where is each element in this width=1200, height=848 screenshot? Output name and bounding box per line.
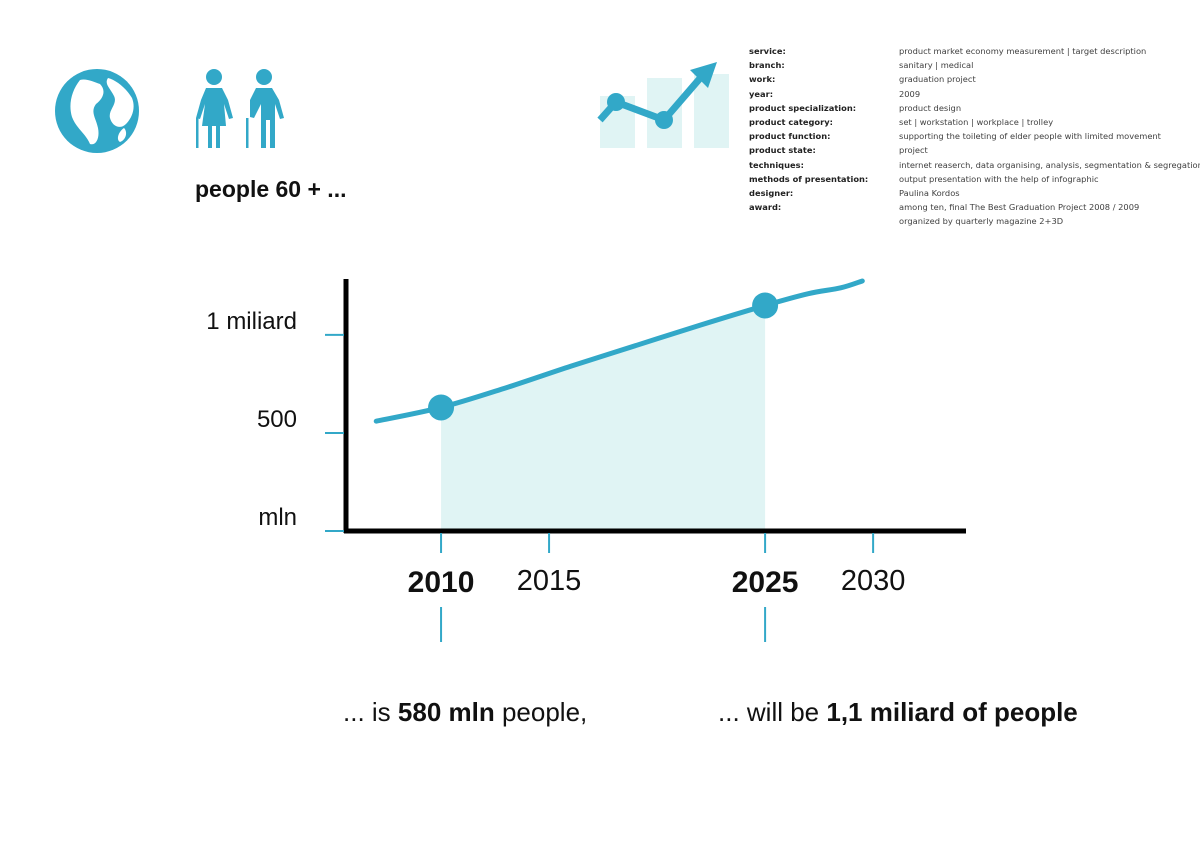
info-label: year:: [749, 88, 774, 99]
x-tick-label: 2030: [841, 565, 906, 597]
info-label: branch:: [749, 60, 785, 71]
y-tick-label: 1 miliard: [206, 308, 297, 335]
info-label: techniques:: [749, 159, 804, 170]
x-tick-label: 2010: [408, 566, 475, 599]
info-label: service:: [749, 46, 786, 56]
info-value: supporting the toileting of elder people…: [899, 131, 1161, 142]
caption-2010-pre: ... is: [343, 697, 398, 727]
info-row: designer: Paulina Kordos: [749, 186, 1199, 200]
globe-icon: [55, 69, 139, 153]
info-row: year: 2009: [749, 87, 1199, 101]
series-line: [373, 278, 865, 424]
info-value: internet reaserch, data organising, anal…: [899, 159, 1200, 170]
info-value: among ten, final The Best Graduation Pro…: [899, 202, 1140, 213]
info-row: product state: project: [749, 143, 1199, 157]
caption-2025-value: 1,1 miliard of people: [826, 697, 1078, 727]
y-tick-label: 500: [257, 406, 297, 433]
x-tick-label: 2025: [732, 566, 799, 599]
info-value: graduation project: [899, 74, 976, 85]
x-tick-label: 2015: [517, 565, 582, 597]
caption-2025-pre: ... will be: [718, 697, 827, 727]
info-value: product market economy measurement | tar…: [899, 46, 1147, 56]
info-value: output presentation with the help of inf…: [899, 173, 1099, 184]
info-label: product function:: [749, 131, 831, 142]
shaded-range-area: [441, 305, 766, 531]
info-row: organized by quarterly magazine 2+3D: [749, 214, 1199, 228]
y-tick-label: mln: [258, 504, 297, 531]
info-label: methods of presentation:: [749, 173, 869, 184]
caption-2010: ... is 580 mln people,: [343, 697, 587, 728]
caption-2010-value: 580 mln: [397, 697, 495, 727]
info-row: techniques: internet reaserch, data organ…: [749, 158, 1200, 172]
info-row: service: product market economy measureme…: [749, 44, 1199, 58]
info-row: product category: set | workstation | wor…: [749, 115, 1199, 129]
info-label: product category:: [749, 116, 833, 127]
info-label: work:: [749, 74, 776, 85]
caption-2010-post: people,: [494, 697, 588, 727]
data-point: [752, 292, 779, 319]
info-label: product state:: [749, 145, 816, 156]
data-point: [428, 394, 455, 421]
elderly-man-icon: [246, 69, 284, 148]
info-row: branch: sanitary | medical: [749, 58, 1199, 72]
info-label: designer:: [749, 187, 794, 198]
chart-headline: people 60 + ...: [195, 176, 347, 202]
info-value: product design: [899, 102, 962, 113]
info-value: set | workstation | workplace | trolley: [899, 116, 1054, 127]
info-row: award: among ten, final The Best Graduati…: [749, 200, 1199, 214]
info-row: methods of presentation: output presentat…: [749, 172, 1199, 186]
caption-2025: ... will be 1,1 miliard of people: [718, 697, 1078, 728]
elderly-woman-icon: [196, 69, 233, 148]
info-value: 2009: [899, 88, 921, 99]
info-label: product specialization:: [749, 102, 857, 113]
info-value: Paulina Kordos: [899, 187, 960, 198]
info-row: work: graduation project: [749, 72, 1199, 86]
info-value: sanitary | medical: [899, 60, 974, 71]
info-value: organized by quarterly magazine 2+3D: [899, 216, 1064, 227]
info-value: project: [899, 145, 928, 156]
info-label: award:: [749, 202, 782, 213]
info-row: product specialization: product design: [749, 101, 1199, 115]
project-info-table: service: product market economy measureme…: [749, 44, 1200, 228]
growth-chart-icon: [597, 62, 729, 148]
info-row: product function: supporting the toiletin…: [749, 129, 1199, 143]
